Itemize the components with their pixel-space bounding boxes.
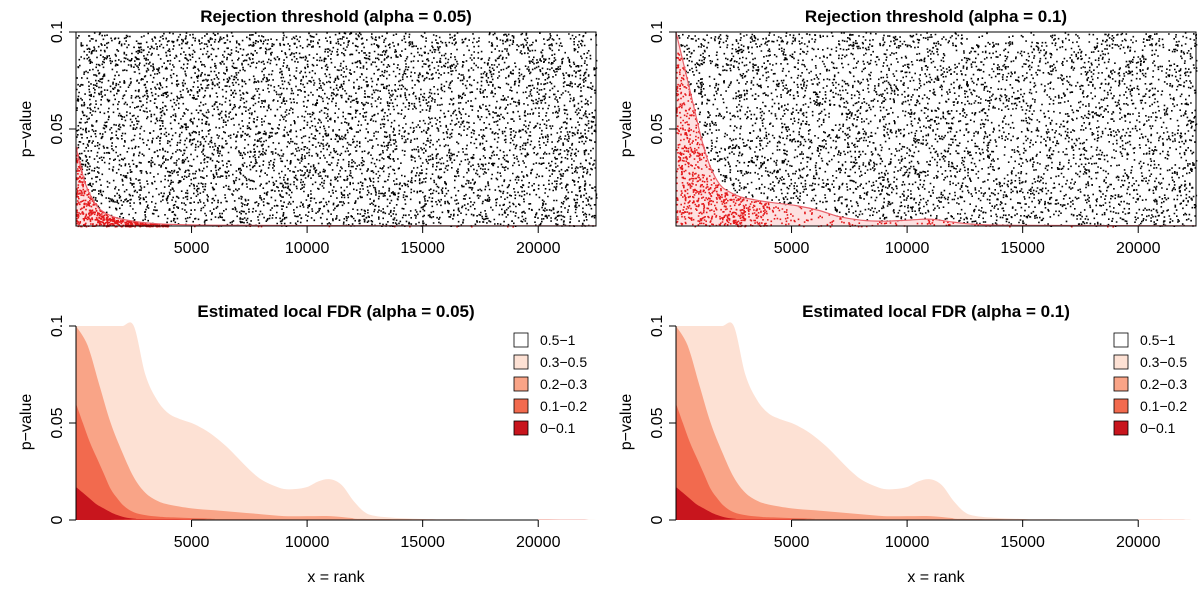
panel-title: Rejection threshold (alpha = 0.1) <box>805 7 1067 26</box>
panel-title: Estimated local FDR (alpha = 0.05) <box>197 302 474 321</box>
legend-label: 0.3−0.5 <box>1140 354 1187 370</box>
x-tick-label: 10000 <box>885 240 930 257</box>
legend-label: 0−0.1 <box>540 420 576 436</box>
x-axis-label: x = rank <box>907 569 965 586</box>
legend-swatch <box>1113 398 1129 414</box>
legend-label: 0−0.1 <box>1140 420 1176 436</box>
axes: 5000 10000 15000 20000 0 0.05 0.1 <box>49 315 561 551</box>
y-axis-label: p−value <box>18 101 35 158</box>
x-tick-label: 10000 <box>285 240 330 257</box>
legend-swatch <box>513 354 529 370</box>
fdr-band <box>76 326 596 520</box>
x-tick-label: 10000 <box>885 534 930 551</box>
x-tick-label: 15000 <box>1000 534 1045 551</box>
fdr-band <box>676 326 1196 520</box>
x-tick-label: 20000 <box>1116 240 1161 257</box>
local-fdr-panel-alpha-005: Estimated local FDR (alpha = 0.05) 5000 1… <box>18 302 596 586</box>
legend-label: 0.2−0.3 <box>540 376 587 392</box>
y-tick-label: 0.1 <box>649 21 666 43</box>
axes: 5000 10000 15000 20000 0.05 0.1 <box>49 21 561 257</box>
axes: 5000 10000 15000 20000 0.05 0.1 <box>649 21 1161 257</box>
x-tick-label: 5000 <box>774 534 810 551</box>
y-tick-label: 0.05 <box>49 113 66 144</box>
threshold-fill <box>676 32 1196 226</box>
fdr-band <box>676 322 1196 520</box>
legend: 0.5−1 0.3−0.5 0.2−0.3 0.1−0.2 0−0.1 <box>513 332 587 436</box>
threshold-curve <box>675 31 1197 227</box>
non-rejected-points <box>76 32 598 227</box>
y-tick-label: 0 <box>49 515 66 524</box>
legend-swatch <box>1113 354 1129 370</box>
y-axis-label: p−value <box>618 394 635 451</box>
rejection-threshold-panel-alpha-01: Rejection threshold (alpha = 0.1) 5000 10… <box>618 7 1198 257</box>
y-tick-label: 0.1 <box>49 21 66 43</box>
y-tick-label: 0.1 <box>49 315 66 337</box>
y-tick-label: 0.05 <box>49 407 66 438</box>
legend-swatch <box>1113 376 1129 392</box>
legend-label: 0.1−0.2 <box>1140 398 1187 414</box>
legend-label: 0.1−0.2 <box>540 398 587 414</box>
x-tick-label: 5000 <box>174 534 210 551</box>
legend-label: 0.2−0.3 <box>1140 376 1187 392</box>
legend-swatch <box>513 332 529 348</box>
local-fdr-panel-alpha-01: Estimated local FDR (alpha = 0.1) 5000 10… <box>618 302 1196 586</box>
x-tick-label: 5000 <box>174 240 210 257</box>
non-rejected-points <box>678 32 1198 227</box>
y-tick-label: 0 <box>649 515 666 524</box>
y-axis-label: p−value <box>618 101 635 158</box>
panel-title: Rejection threshold (alpha = 0.05) <box>200 7 472 26</box>
x-tick-label: 5000 <box>774 240 810 257</box>
legend-swatch <box>513 376 529 392</box>
x-tick-label: 10000 <box>285 534 330 551</box>
x-tick-label: 20000 <box>516 534 561 551</box>
legend-label: 0.3−0.5 <box>540 354 587 370</box>
rejection-threshold-panel-alpha-005: Rejection threshold (alpha = 0.05) 5000 1… <box>18 7 598 257</box>
scatter-points <box>76 32 598 227</box>
y-tick-label: 0.05 <box>649 407 666 438</box>
x-tick-label: 20000 <box>516 240 561 257</box>
x-tick-label: 15000 <box>400 240 445 257</box>
fdr-band <box>76 322 596 520</box>
legend-swatch <box>1113 420 1129 436</box>
legend-swatch <box>513 398 529 414</box>
x-tick-label: 15000 <box>1000 240 1045 257</box>
x-axis-label: x = rank <box>307 569 365 586</box>
threshold-area <box>675 31 1197 228</box>
x-tick-label: 15000 <box>400 534 445 551</box>
legend-swatch <box>1113 332 1129 348</box>
y-axis-label: p−value <box>18 394 35 451</box>
scatter-points <box>678 32 1198 227</box>
x-tick-label: 20000 <box>1116 534 1161 551</box>
panel-title: Estimated local FDR (alpha = 0.1) <box>802 302 1070 321</box>
y-tick-label: 0.05 <box>649 113 666 144</box>
legend: 0.5−1 0.3−0.5 0.2−0.3 0.1−0.2 0−0.1 <box>1113 332 1187 436</box>
y-tick-label: 0.1 <box>649 315 666 337</box>
legend-label: 0.5−1 <box>1140 332 1176 348</box>
legend-label: 0.5−1 <box>540 332 576 348</box>
axes: 5000 10000 15000 20000 0 0.05 0.1 <box>649 315 1161 551</box>
legend-swatch <box>513 420 529 436</box>
